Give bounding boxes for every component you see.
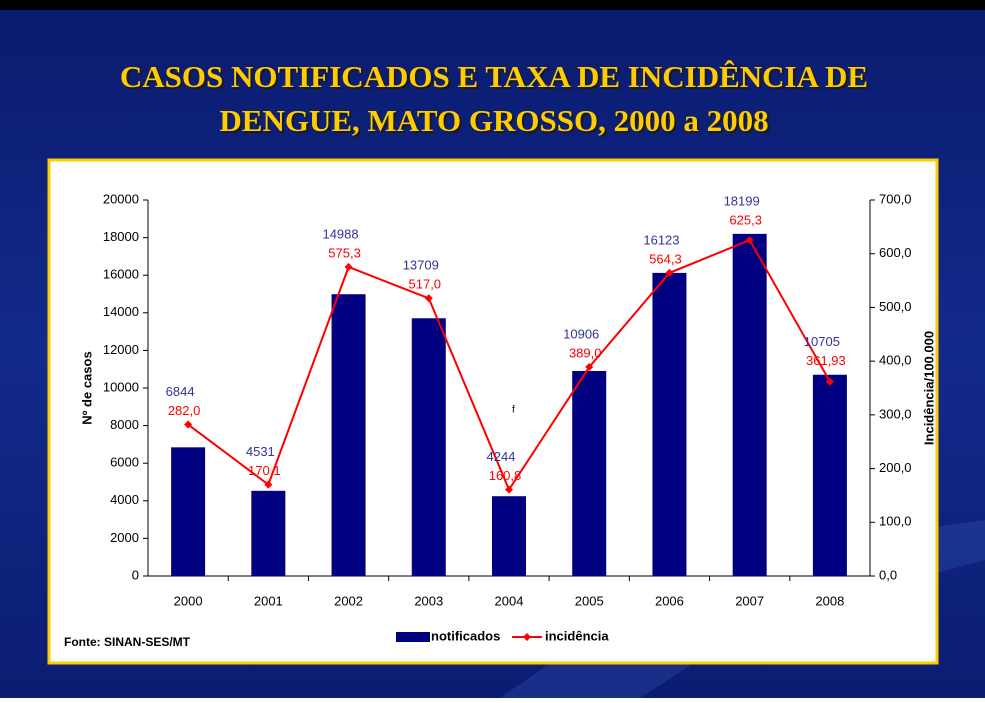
line-marker xyxy=(665,268,674,277)
y-tick-label: 16000 xyxy=(103,267,139,282)
bar xyxy=(331,294,366,576)
bar-value-label: 4244 xyxy=(487,449,516,464)
bar-value-label: 10705 xyxy=(804,334,840,349)
y-tick-label: 18000 xyxy=(103,229,139,244)
x-tick-label: 2008 xyxy=(815,593,844,608)
line-marker xyxy=(184,420,193,429)
annotation: f xyxy=(512,405,515,416)
line-value-label: 160,8 xyxy=(489,468,522,483)
line-marker xyxy=(505,485,513,494)
title-shadow: CASOS NOTIFICADOS E TAXA DE INCIDÊNCIA D… xyxy=(122,61,870,96)
subtitle-shadow: DENGUE, MATO GROSSO, 2000 a 2008 xyxy=(221,105,770,140)
bar-value-label: 4531 xyxy=(246,444,275,459)
title: CASOS NOTIFICADOS E TAXA DE INCIDÊNCIA D… xyxy=(120,59,868,94)
bar xyxy=(652,272,687,576)
y2-tick-label: 200,0 xyxy=(879,460,912,475)
y-tick-label: 20000 xyxy=(103,191,139,206)
line-marker xyxy=(264,480,273,489)
legend-label: notificados xyxy=(431,628,500,643)
y-axis-label: Nº de casos xyxy=(79,351,94,424)
y-tick-label: 4000 xyxy=(110,492,139,507)
line-value-label: 564,3 xyxy=(649,251,682,266)
bar-value-label: 16123 xyxy=(643,232,679,247)
y2-tick-label: 100,0 xyxy=(879,514,912,529)
x-tick-label: 2004 xyxy=(495,593,524,608)
source: Fonte: SINAN-SES/MT xyxy=(64,635,191,649)
y-tick-label: 8000 xyxy=(110,417,139,432)
x-tick-label: 2006 xyxy=(655,593,684,608)
y-tick-label: 12000 xyxy=(103,342,139,357)
x-tick-label: 2000 xyxy=(174,593,203,608)
y2-tick-label: 600,0 xyxy=(879,245,912,260)
line-marker xyxy=(745,236,754,245)
chart-frame xyxy=(47,158,939,665)
line-value-label: 625,3 xyxy=(729,212,762,227)
bar-value-label: 18199 xyxy=(724,193,760,208)
bar-value-label: 6844 xyxy=(166,384,195,399)
line-marker xyxy=(424,294,433,303)
bar xyxy=(251,490,286,576)
x-tick-label: 2007 xyxy=(735,593,764,608)
y2-tick-label: 700,0 xyxy=(879,191,912,206)
y-tick-label: 6000 xyxy=(110,455,139,470)
bar xyxy=(732,233,767,576)
y2-axis-label: Incidência/100.000 xyxy=(921,331,936,445)
bar xyxy=(572,370,607,576)
top-strip xyxy=(0,0,985,10)
line-value-label: 170,1 xyxy=(248,463,281,478)
line-value-label: 517,0 xyxy=(409,277,442,292)
bar-value-label: 14988 xyxy=(322,226,358,241)
subtitle: DENGUE, MATO GROSSO, 2000 a 2008 xyxy=(219,103,768,138)
bar xyxy=(812,374,847,576)
legend-label: incidência xyxy=(545,628,609,643)
y-tick-label: 0 xyxy=(132,567,139,582)
x-tick-label: 2001 xyxy=(254,593,283,608)
line-marker xyxy=(825,377,834,386)
y-tick-label: 2000 xyxy=(110,530,139,545)
y2-tick-label: 400,0 xyxy=(879,353,912,368)
legend-marker xyxy=(523,633,531,641)
y2-tick-label: 500,0 xyxy=(879,299,912,314)
line-value-label: 361,93 xyxy=(806,353,846,368)
line-value-label: 282,0 xyxy=(168,403,201,418)
bar xyxy=(411,318,446,576)
x-tick-label: 2002 xyxy=(334,593,363,608)
line-value-label: 389,0 xyxy=(569,345,602,360)
y-tick-label: 14000 xyxy=(103,304,139,319)
y-tick-label: 10000 xyxy=(103,379,139,394)
bar-value-label: 10906 xyxy=(563,326,599,341)
line-value-label: 575,3 xyxy=(328,245,361,260)
x-tick-label: 2005 xyxy=(575,593,604,608)
line-marker xyxy=(585,363,594,372)
bar-value-label: 13709 xyxy=(403,258,439,273)
x-tick-label: 2003 xyxy=(414,593,443,608)
y2-tick-label: 0,0 xyxy=(879,567,897,582)
y2-tick-label: 300,0 xyxy=(879,406,912,421)
line-marker xyxy=(344,262,353,271)
legend-swatch xyxy=(396,632,430,642)
bar xyxy=(492,496,526,576)
bar xyxy=(171,447,206,576)
